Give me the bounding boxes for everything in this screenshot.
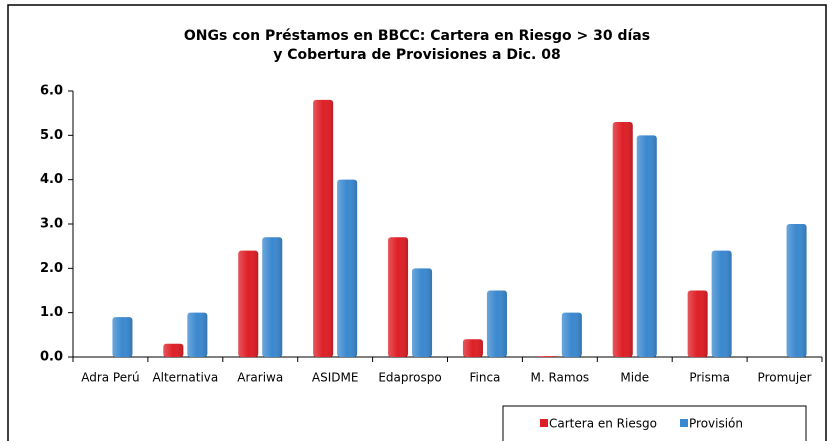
bar-shade — [636, 135, 657, 357]
legend-swatch — [680, 419, 688, 427]
bar-shade — [313, 99, 334, 357]
y-tick-label: 1.0 — [40, 305, 63, 320]
bar-shade — [163, 343, 184, 357]
bar-shade — [412, 268, 433, 357]
chart-title: ONGs con Préstamos en BBCC: Cartera en R… — [184, 28, 650, 44]
x-tick-label: Mide — [620, 371, 649, 385]
chart-border — [7, 4, 827, 445]
bar-shade — [388, 237, 409, 357]
bar-shade — [262, 237, 283, 357]
y-tick-label: 0.0 — [40, 350, 63, 365]
y-tick-label: 2.0 — [40, 261, 63, 276]
legend-swatch — [540, 419, 548, 427]
y-tick-label: 3.0 — [40, 217, 63, 232]
bar-shade — [187, 312, 208, 357]
x-tick-label: Prisma — [689, 371, 730, 385]
legend-label: Provisión — [689, 417, 743, 431]
bar-shade — [462, 339, 483, 357]
bar-shade — [486, 290, 507, 357]
x-tick-label: Edaprospo — [378, 371, 441, 385]
bar-shade — [238, 250, 259, 357]
y-tick-label: 6.0 — [40, 84, 63, 99]
bar-shade — [711, 250, 732, 357]
y-tick-label: 4.0 — [40, 172, 63, 187]
bar-shade — [612, 122, 633, 358]
bar-shade — [687, 290, 708, 357]
x-tick-label: Adra Perú — [81, 371, 139, 385]
bar-shade — [337, 179, 358, 357]
x-tick-label: Arariwa — [237, 371, 283, 385]
legend-box — [502, 405, 807, 445]
x-tick-label: ASIDME — [312, 371, 359, 385]
x-tick-label: Alternativa — [152, 371, 218, 385]
bar-shade — [786, 224, 807, 357]
x-tick-label: Promujer — [758, 371, 812, 385]
x-tick-label: Finca — [469, 371, 500, 385]
y-tick-label: 5.0 — [40, 128, 63, 143]
bar-shade — [112, 317, 133, 357]
x-tick-label: M. Ramos — [530, 371, 589, 385]
chart-title: y Cobertura de Provisiones a Dic. 08 — [273, 47, 560, 63]
legend-label: Cartera en Riesgo — [549, 417, 657, 431]
bar-shade — [561, 312, 582, 357]
bar-shade — [537, 356, 558, 357]
